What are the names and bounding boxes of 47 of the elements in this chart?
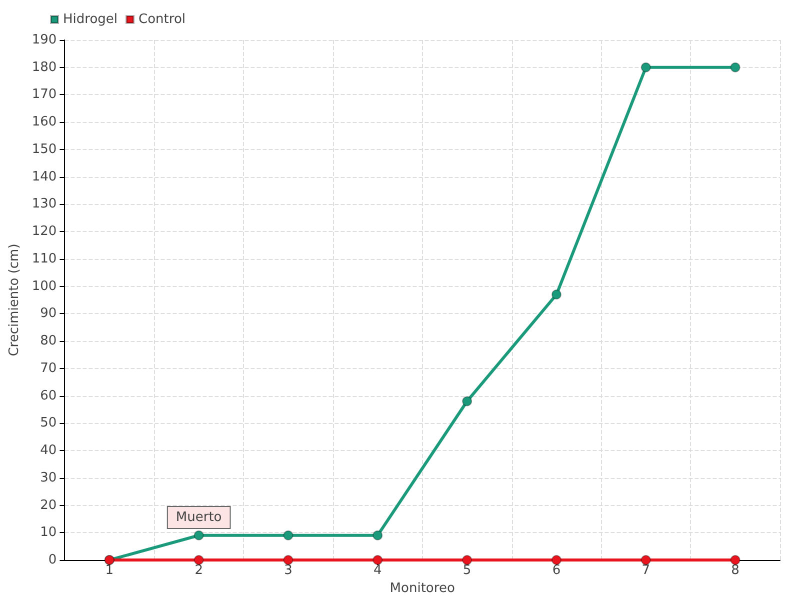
y-tick-label: 130 [32, 196, 57, 212]
y-tick-label: 110 [32, 251, 57, 266]
point [640, 555, 651, 565]
y-tick-label: 160 [32, 114, 57, 130]
y-tick-label: 70 [40, 360, 57, 376]
x-tick-label: 7 [642, 563, 650, 578]
y-tick-label: 170 [32, 87, 57, 102]
point [640, 62, 651, 72]
x-tick-label: 2 [194, 563, 203, 578]
y-tick-label: 40 [40, 443, 57, 458]
y-tick-label: 150 [32, 142, 57, 157]
legend-label: Control [138, 12, 186, 27]
y-tick-label: 120 [32, 224, 57, 240]
x-tick-label: 4 [374, 563, 382, 578]
y-axis-title: Crecimiento (cm) [7, 244, 22, 356]
point [551, 555, 562, 565]
point [194, 555, 204, 565]
x-axis-title: Monitoreo [390, 580, 455, 596]
y-tick-label: 30 [40, 470, 57, 486]
annotation: Muerto [176, 510, 222, 525]
point [730, 555, 740, 565]
y-tick-label: 100 [32, 278, 57, 294]
y-tick-label: 140 [32, 169, 57, 184]
point [372, 555, 383, 565]
point [283, 530, 294, 540]
legend-label: Hidrogel [63, 12, 118, 27]
x-tick-label: 5 [462, 563, 472, 578]
y-tick-label: 90 [40, 306, 57, 322]
y-tick-label: 50 [40, 416, 57, 431]
point [730, 62, 740, 72]
y-tick-label: 190 [32, 32, 57, 48]
x-tick-label: 3 [284, 563, 292, 578]
point [194, 530, 204, 540]
y-tick-label: 20 [40, 498, 57, 513]
x-tick-label: 8 [731, 563, 740, 578]
y-tick-label: 0 [48, 552, 57, 568]
x-tick-label: 6 [552, 563, 561, 578]
point [462, 555, 472, 565]
point [551, 290, 562, 300]
point [462, 396, 472, 406]
x-tick-label: 1 [105, 563, 114, 578]
y-tick-label: 10 [40, 525, 57, 540]
point [283, 555, 294, 565]
y-tick-label: 180 [32, 60, 57, 75]
point [372, 530, 383, 540]
y-tick-label: 60 [40, 388, 57, 404]
y-tick-label: 80 [40, 334, 57, 349]
